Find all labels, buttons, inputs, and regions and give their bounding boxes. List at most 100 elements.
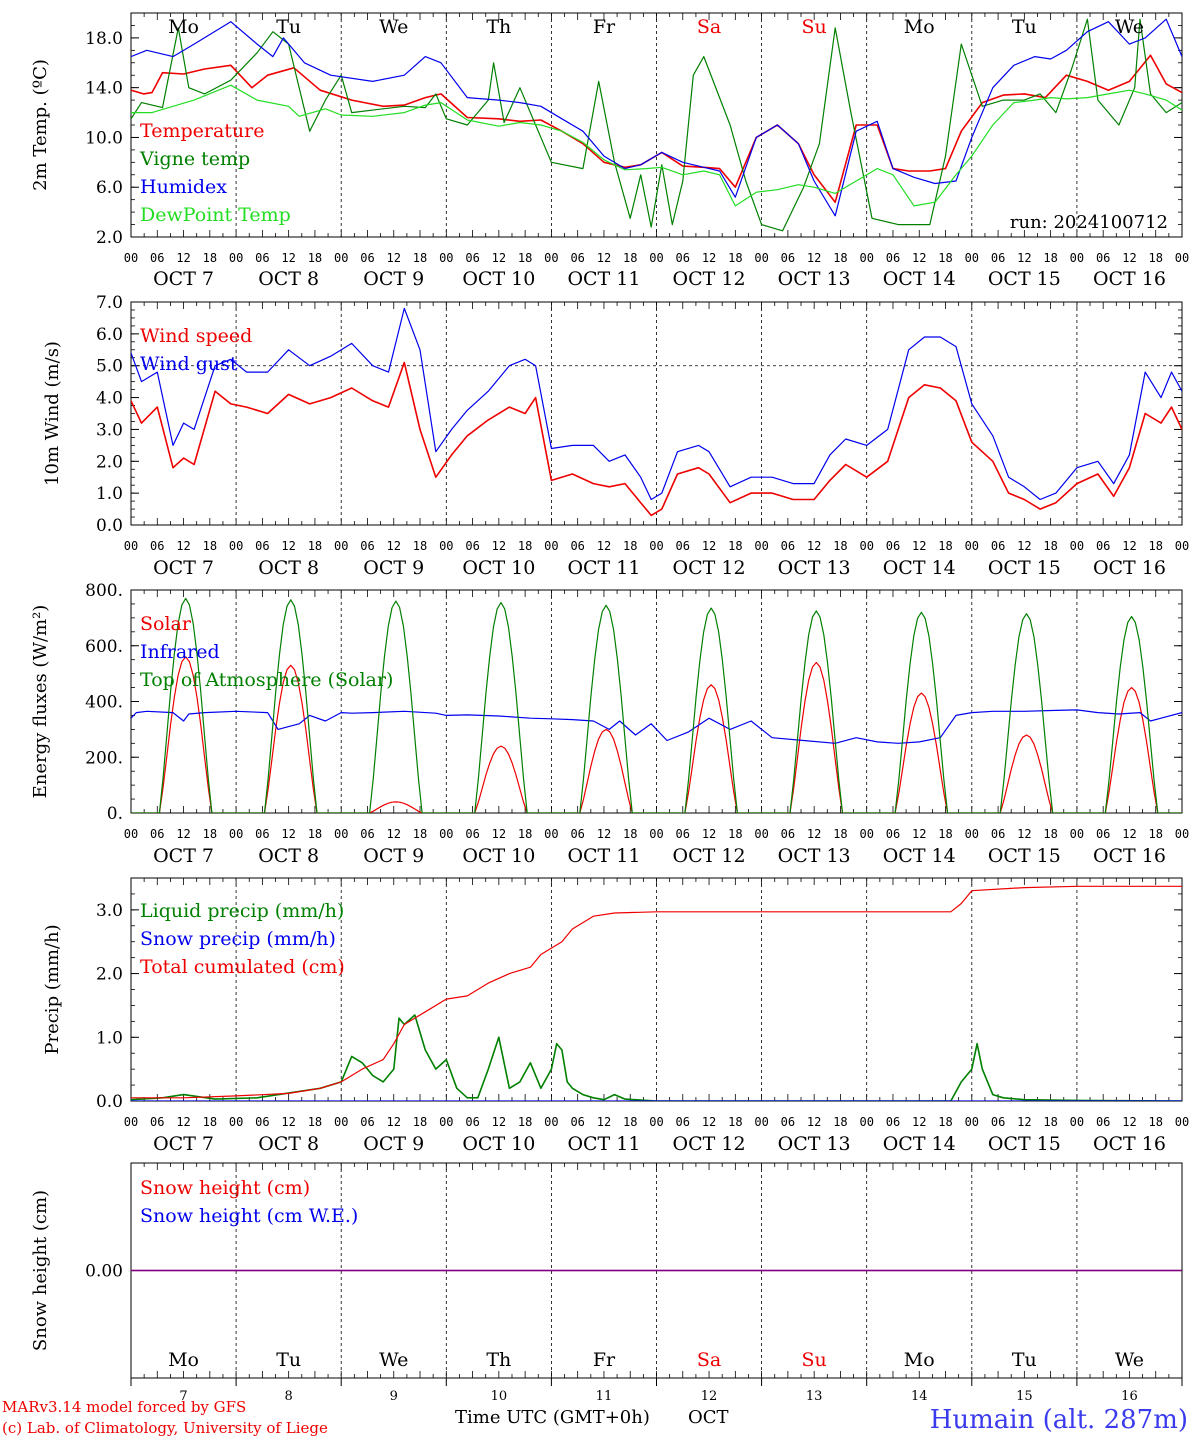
day-name-top: We [379,16,408,38]
hour-tick-label: 06 [886,251,900,265]
y-tick-label: 800. [85,581,123,601]
y-tick-label: 600. [85,637,123,657]
date-label: OCT 12 [673,845,746,867]
y-tick-label: 0.00 [85,1262,123,1282]
hour-tick-label: 12 [387,251,401,265]
hour-tick-label: 18 [623,1115,637,1129]
day-name-bottom: Sa [697,1349,721,1371]
series-line-wind-gust [131,307,1182,501]
y-tick-label: 14.0 [85,79,123,99]
hour-tick-label: 18 [413,251,427,265]
y-tick-label: 18.0 [85,29,123,49]
hour-tick-label: 06 [255,827,269,841]
day-name-top: Tu [1012,16,1037,38]
date-label: OCT 8 [258,845,319,867]
hour-tick-label: 12 [281,251,295,265]
panel-3: 0. 200. 400. 600. 800. Energy fluxes (W/m²) 00… [30,581,1189,867]
hour-tick-label: 12 [912,251,926,265]
hour-tick-label: 18 [728,1115,742,1129]
hour-tick-label: 00 [1175,539,1189,553]
hour-tick-label: 18 [1148,251,1162,265]
hour-tick-label: 18 [833,1115,847,1129]
date-label: OCT 11 [567,268,640,290]
date-label: OCT 13 [778,268,851,290]
hour-tick-label: 12 [492,827,506,841]
hour-tick-label: 00 [1070,539,1084,553]
hour-tick-label: 12 [387,1115,401,1129]
hour-tick-label: 12 [1122,251,1136,265]
hour-tick-label: 18 [518,251,532,265]
hour-tick-label: 00 [1070,827,1084,841]
hour-tick-label: 00 [124,1115,138,1129]
hour-tick-label: 06 [150,827,164,841]
date-label: OCT 15 [988,557,1061,579]
hour-tick-label: 06 [676,251,690,265]
day-name-bottom: Tu [1012,1349,1037,1371]
legend-entry: Total cumulated (cm) [140,956,345,978]
hour-tick-label: 12 [597,1115,611,1129]
day-number: 13 [806,1389,823,1404]
panel-4: 0.0 1.0 2.0 3.0 Precip (mm/h) 00 06 12 18 OCT 7 00… [42,877,1189,1155]
hour-tick-label: 00 [334,827,348,841]
hour-tick-label: 18 [518,1115,532,1129]
hour-tick-label: 06 [360,539,374,553]
date-label: OCT 11 [567,1133,640,1155]
hour-tick-label: 00 [124,251,138,265]
hour-tick-label: 12 [1122,827,1136,841]
hour-tick-label: 00 [1175,1115,1189,1129]
hour-tick-label: 06 [360,827,374,841]
hour-tick-label: 12 [702,539,716,553]
hour-tick-label: 12 [1017,539,1031,553]
date-label: OCT 10 [462,1133,535,1155]
hour-tick-label: 00 [649,1115,663,1129]
hour-tick-label: 18 [623,251,637,265]
hour-tick-label: 00 [754,1115,768,1129]
day-name-top: Mo [904,16,935,38]
legend-entry: Infrared [140,641,220,663]
y-tick-label: 2.0 [96,965,123,985]
hour-tick-label: 18 [413,1115,427,1129]
y-tick-label: 7.0 [96,293,123,313]
date-label: OCT 12 [673,1133,746,1155]
legend-entry: Vigne temp [139,148,250,170]
hour-tick-label: 00 [334,539,348,553]
hour-tick-label: 18 [1148,539,1162,553]
hour-tick-label: 18 [203,539,217,553]
date-label: OCT 10 [462,268,535,290]
date-label: OCT 7 [153,845,214,867]
day-name-top: Tu [276,16,301,38]
hour-tick-label: 06 [886,539,900,553]
panel-frame [130,589,1183,814]
legend-entry: Liquid precip (mm/h) [140,900,344,922]
hour-tick-label: 06 [676,827,690,841]
hour-tick-label: 12 [702,251,716,265]
hour-tick-label: 00 [649,539,663,553]
hour-tick-label: 06 [255,1115,269,1129]
hour-tick-label: 18 [833,827,847,841]
hour-tick-label: 00 [544,827,558,841]
hour-tick-label: 12 [492,251,506,265]
hour-tick-label: 06 [1096,827,1110,841]
y-tick-label: 3.0 [96,901,123,921]
date-label: OCT 10 [462,845,535,867]
hour-tick-label: 12 [702,827,716,841]
hour-tick-label: 00 [229,1115,243,1129]
day-number: 10 [491,1389,508,1404]
y-tick-label: 6.0 [96,178,123,198]
series-line-solar [131,656,1182,813]
hour-tick-label: 18 [623,827,637,841]
legend-entry: Snow height (cm W.E.) [140,1205,358,1227]
y-tick-label: 2.0 [96,452,123,472]
day-name-top: Th [486,16,511,38]
date-label: OCT 16 [1093,557,1166,579]
date-label: OCT 9 [363,845,424,867]
footer-copyright-line: (c) Lab. of Climatology, University of L… [2,1419,328,1437]
hour-tick-label: 18 [938,251,952,265]
hour-tick-label: 00 [965,251,979,265]
date-label: OCT 16 [1093,1133,1166,1155]
hour-tick-label: 06 [570,827,584,841]
hour-tick-label: 06 [150,539,164,553]
hour-tick-label: 06 [676,1115,690,1129]
hour-tick-label: 12 [597,251,611,265]
hour-tick-label: 12 [807,1115,821,1129]
